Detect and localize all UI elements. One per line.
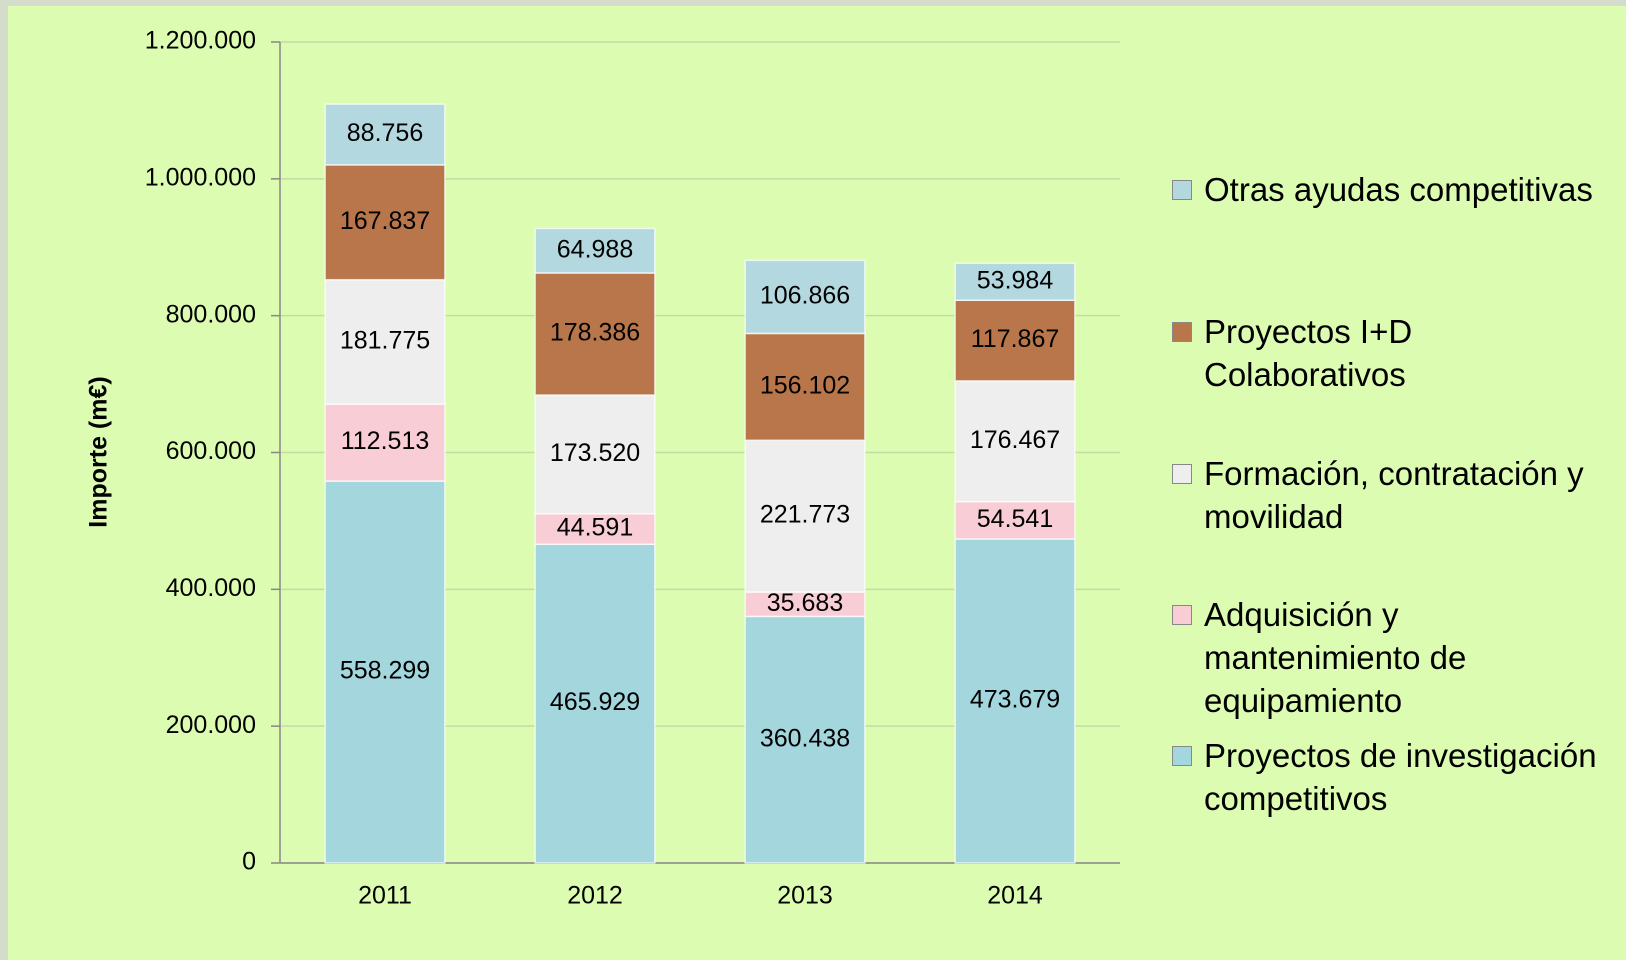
legend-item: Otras ayudas competitivas [1172, 168, 1612, 211]
bar-segment [744, 439, 866, 593]
bar-segment [744, 591, 866, 618]
bar-segment [534, 227, 656, 274]
bar-segment [954, 299, 1076, 382]
y-axis-title: Importe (m€) [85, 376, 113, 527]
legend-swatch [1172, 322, 1192, 342]
legend-swatch [1172, 746, 1192, 766]
bar-segment [534, 394, 656, 515]
legend-label: Adquisición y mantenimiento de equipamie… [1204, 596, 1467, 719]
bar-segment [954, 262, 1076, 301]
bar-segment [954, 538, 1076, 864]
x-tick-label: 2012 [567, 882, 623, 910]
bar-segment [324, 480, 446, 864]
bar-segment [534, 512, 656, 545]
data-label: 106.866 [760, 282, 850, 310]
legend-item: Formación, contratación y movilidad [1172, 452, 1612, 538]
legend-label: Formación, contratación y movilidad [1204, 455, 1584, 535]
legend-swatch [1172, 605, 1192, 625]
data-label: 173.520 [550, 439, 640, 467]
x-tick-label: 2011 [358, 882, 412, 910]
bar-segment [954, 380, 1076, 503]
bar-segment [954, 500, 1076, 540]
data-label: 465.929 [550, 688, 640, 716]
bar-segment [324, 103, 446, 166]
legend-label: Otras ayudas competitivas [1204, 171, 1593, 208]
legend-item: Adquisición y mantenimiento de equipamie… [1172, 593, 1612, 722]
y-tick-label: 800.000 [166, 300, 256, 328]
legend-label: Proyectos de investigación competitivos [1204, 737, 1597, 817]
legend-item: Proyectos de investigación competitivos [1172, 734, 1612, 820]
data-label: 176.467 [970, 426, 1060, 454]
legend-item: Proyectos I+D Colaborativos [1172, 310, 1612, 396]
legend-label: Proyectos I+D Colaborativos [1204, 313, 1413, 393]
bar-segment [744, 332, 866, 442]
legend-swatch [1172, 180, 1192, 200]
bar-segment [534, 272, 656, 396]
left-border [0, 0, 8, 960]
legend-swatch [1172, 464, 1192, 484]
data-label: 473.679 [970, 686, 1060, 714]
bar-segment [534, 543, 656, 864]
y-tick-label: 1.000.000 [145, 163, 256, 191]
data-label: 558.299 [340, 657, 430, 685]
data-label: 117.867 [971, 325, 1060, 353]
x-tick-label: 2014 [987, 882, 1043, 910]
bar-segment [324, 403, 446, 482]
data-label: 360.438 [760, 724, 850, 752]
data-label: 178.386 [550, 319, 640, 347]
data-label: 221.773 [760, 501, 850, 529]
y-tick-label: 1.200.000 [145, 27, 256, 55]
bar-segment [324, 278, 446, 405]
y-tick-label: 600.000 [166, 437, 256, 465]
data-label: 167.837 [340, 207, 430, 235]
data-label: 44.591 [557, 514, 633, 542]
bar-segment [744, 259, 866, 335]
data-label: 64.988 [557, 235, 633, 263]
bar-segment [744, 615, 866, 864]
y-tick-label: 200.000 [166, 711, 256, 739]
data-label: 53.984 [977, 266, 1054, 294]
data-label: 88.756 [347, 119, 423, 147]
x-tick-label: 2013 [777, 882, 833, 910]
data-label: 156.102 [760, 371, 850, 399]
data-label: 112.513 [341, 427, 430, 455]
data-label: 54.541 [977, 505, 1053, 533]
top-border [0, 0, 1626, 6]
data-label: 35.683 [767, 589, 843, 617]
data-label: 181.775 [340, 326, 430, 354]
y-tick-label: 400.000 [166, 574, 256, 602]
y-tick-label: 0 [242, 848, 256, 876]
